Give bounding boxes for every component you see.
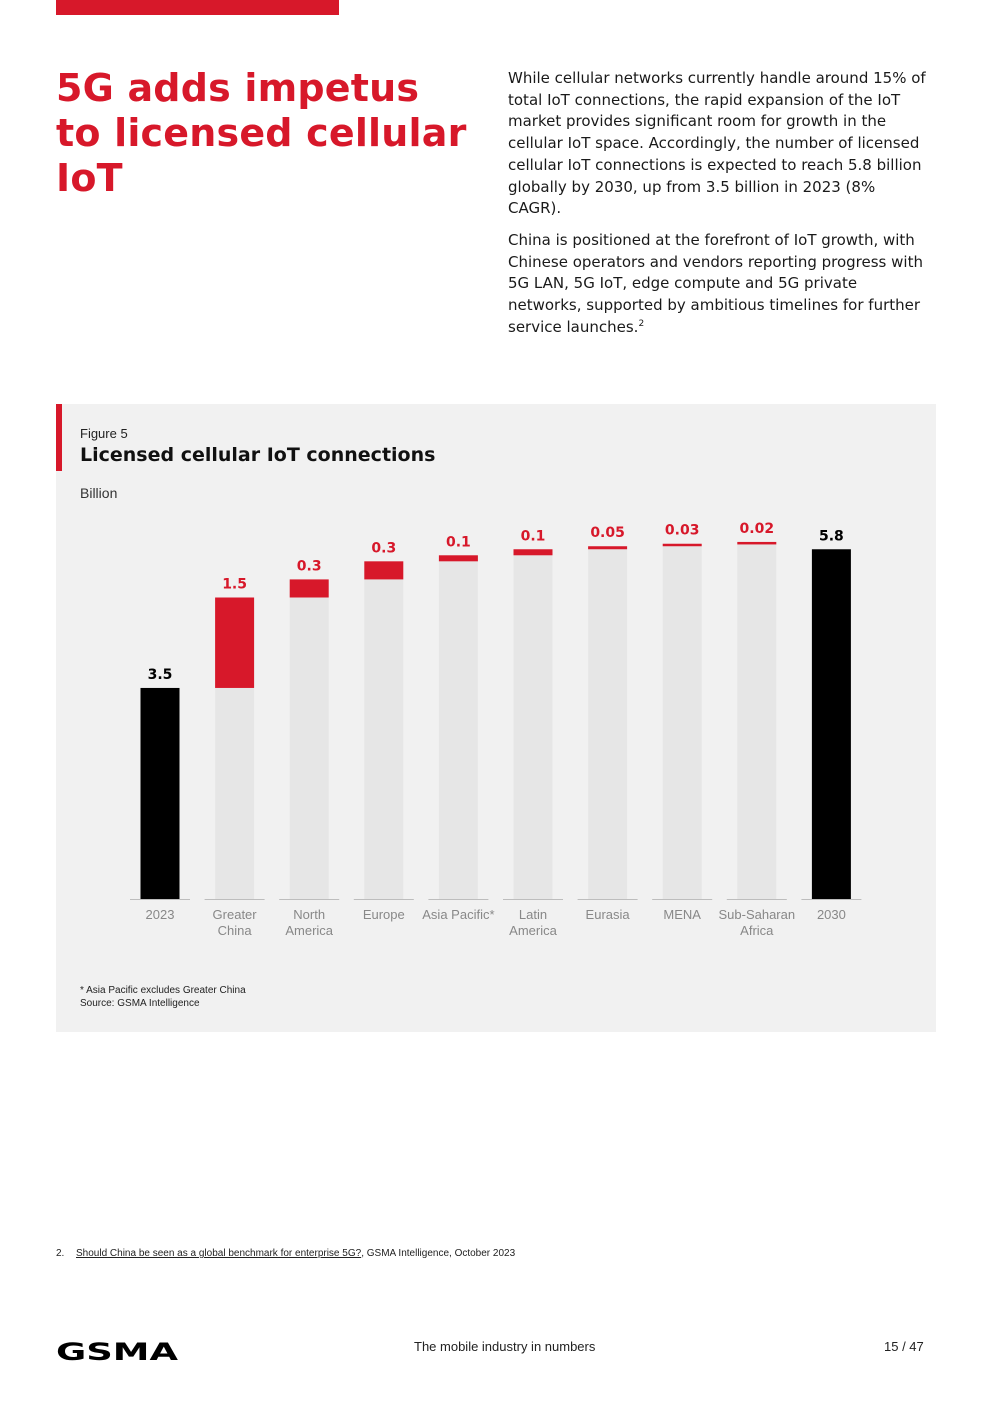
bar-base <box>588 549 628 899</box>
bar-increment <box>588 546 628 550</box>
data-label: 1.5 <box>222 577 247 593</box>
intro-paragraph-2-text: China is positioned at the forefront of … <box>508 230 923 336</box>
intro-paragraph-1: While cellular networks currently handle… <box>508 69 926 218</box>
category-label: China <box>218 923 253 938</box>
bar-increment <box>289 579 329 598</box>
footnote-link[interactable]: Should China be seen as a global benchma… <box>76 1248 362 1259</box>
category-label: Latin <box>519 907 547 922</box>
data-label: 0.1 <box>521 528 546 544</box>
bar-increment <box>513 549 553 556</box>
data-label: 0.1 <box>446 534 471 550</box>
figure-accent-bar <box>56 404 62 471</box>
data-label: 0.3 <box>371 540 396 556</box>
bar-base <box>438 561 478 899</box>
category-label: 2030 <box>817 907 846 922</box>
footer-tagline: The mobile industry in numbers <box>414 1339 596 1354</box>
footnote-rest: , GSMA Intelligence, October 2023 <box>361 1248 516 1259</box>
category-label: America <box>509 923 557 938</box>
bar-increment <box>364 561 404 580</box>
category-label: 2023 <box>146 907 175 922</box>
bar-increment <box>662 543 702 547</box>
bar-total <box>811 549 851 899</box>
page-headline: 5G adds impetus to licensed cellular IoT <box>56 66 467 200</box>
data-label: 5.8 <box>819 528 844 544</box>
footnote-ref[interactable]: 2 <box>638 318 645 329</box>
bar-base <box>289 597 329 899</box>
figure-title: Licensed cellular IoT connections <box>80 444 436 466</box>
category-label: Sub-Saharan <box>718 907 795 922</box>
figure-unit: Billion <box>80 485 118 501</box>
bar-base <box>662 546 702 899</box>
gsma-logo-text: GSMA <box>56 1340 179 1362</box>
category-label: Europe <box>363 907 405 922</box>
data-label: 0.02 <box>740 521 775 537</box>
bar-total <box>140 687 180 899</box>
figure-notes: * Asia Pacific excludes Greater China So… <box>80 984 246 1010</box>
bar-increment <box>438 555 478 562</box>
data-label: 3.5 <box>148 667 173 683</box>
waterfall-chart: 3.520231.5GreaterChina0.3NorthAmerica0.3… <box>130 521 862 938</box>
figure-note: * Asia Pacific excludes Greater China <box>80 985 246 996</box>
category-label: America <box>285 923 333 938</box>
bar-base <box>215 687 255 899</box>
category-label: Eurasia <box>586 907 631 922</box>
footnote-number: 2. <box>56 1248 65 1259</box>
data-label: 0.3 <box>297 558 322 574</box>
intro-paragraph-2: China is positioned at the forefront of … <box>508 230 928 339</box>
footnote: 2. Should China be seen as a global bench… <box>56 1248 515 1259</box>
category-label: Asia Pacific* <box>422 907 494 922</box>
bar-base <box>364 579 404 899</box>
bar-increment <box>215 597 255 688</box>
figure-source: Source: GSMA Intelligence <box>80 998 200 1009</box>
figure-panel: Figure 5 Licensed cellular IoT connectio… <box>56 404 936 1032</box>
bar-base <box>513 555 553 899</box>
category-label: North <box>293 907 325 922</box>
bar-base <box>737 544 777 899</box>
gsma-logo: GSMA <box>56 1340 179 1362</box>
top-accent-bar <box>56 0 339 15</box>
data-label: 0.05 <box>590 525 625 541</box>
intro-text: While cellular networks currently handle… <box>508 68 928 348</box>
figure-label: Figure 5 <box>80 426 128 441</box>
category-label: Greater <box>213 907 258 922</box>
bar-increment <box>737 541 777 545</box>
category-label: MENA <box>663 907 701 922</box>
category-label: Africa <box>740 923 774 938</box>
data-label: 0.03 <box>665 523 700 539</box>
page-number: 15 / 47 <box>884 1339 924 1354</box>
